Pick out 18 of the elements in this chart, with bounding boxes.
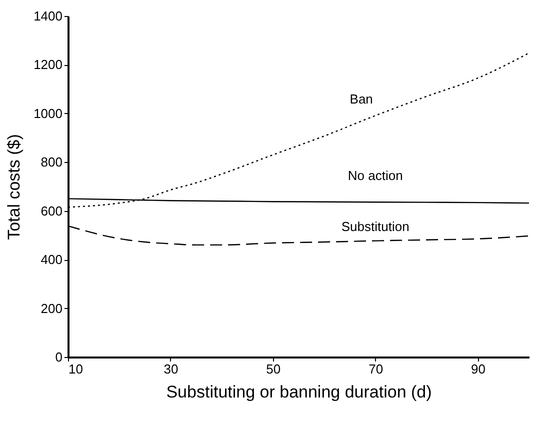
- x-tick-label: 10: [68, 362, 83, 376]
- x-tick-label: 30: [164, 362, 178, 376]
- y-tick-label: 400: [40, 252, 62, 268]
- y-tick-label: 800: [40, 154, 62, 170]
- y-tick-label: 0: [55, 350, 62, 364]
- series-label: No action: [348, 168, 403, 184]
- y-tick-label: 1200: [34, 57, 62, 72]
- series-label: Ban: [350, 92, 373, 107]
- y-tick-label: 1000: [34, 106, 62, 121]
- x-tick-label: 50: [266, 362, 281, 376]
- x-tick-label: 70: [368, 362, 384, 376]
- y-tick-label: 600: [40, 203, 62, 218]
- x-tick-label: 90: [471, 362, 486, 376]
- series-label: Substitution: [341, 218, 410, 234]
- y-axis-title: Total costs ($): [4, 134, 24, 240]
- x-axis-title: Substituting or banning duration (d): [166, 382, 432, 402]
- y-tick-label: 1400: [34, 8, 62, 24]
- y-tick-label: 200: [40, 300, 62, 316]
